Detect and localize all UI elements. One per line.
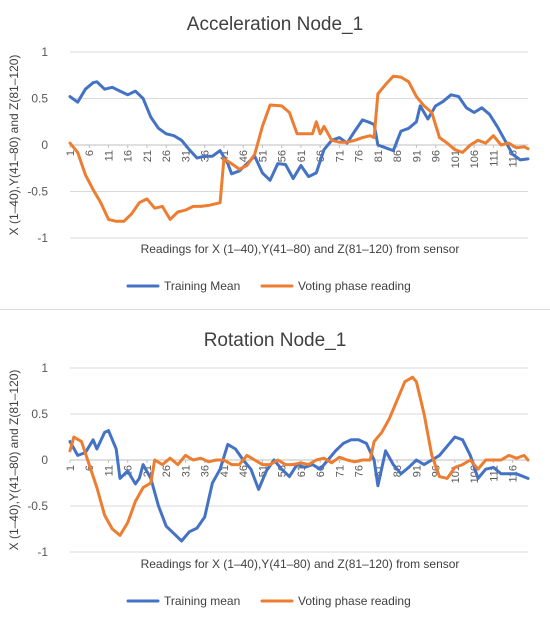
y-tick-label: 0.5 xyxy=(31,407,48,421)
series-line-1 xyxy=(68,74,530,223)
x-tick-label: 26 xyxy=(161,465,173,477)
x-tick-label: 56 xyxy=(277,150,289,162)
y-tick-label: 0.5 xyxy=(31,92,48,106)
x-tick-label: 86 xyxy=(392,150,404,162)
x-tick-label: 116 xyxy=(508,150,520,168)
x-tick-label: 46 xyxy=(238,150,250,162)
x-tick-label: 91 xyxy=(411,465,423,477)
x-tick-label: 101 xyxy=(450,150,462,168)
chart-title: Rotation Node_1 xyxy=(204,330,347,351)
y-axis-label: X (1–40),Y(41–80) and Z(81–120) xyxy=(7,370,21,551)
x-tick-label: 1 xyxy=(65,465,77,471)
series-line-0 xyxy=(68,429,530,543)
y-tick-label: -0.5 xyxy=(27,499,48,513)
y-tick-label: -0.5 xyxy=(27,185,48,199)
x-tick-label: 76 xyxy=(354,150,366,162)
chart-divider xyxy=(0,309,550,310)
legend-label-0: Training mean xyxy=(164,594,240,608)
series-line-1 xyxy=(68,375,530,537)
y-tick-label: -1 xyxy=(37,231,48,245)
series-line-0 xyxy=(68,80,530,182)
x-axis-label: Readings for X (1–40),Y(41–80) and Z(81–… xyxy=(141,242,460,256)
rotation-chart: 1 0.5 0 -0.5 -1 1 6 11 16 21 26 31 36 41 46 51 56 61 66 71 7… xyxy=(0,312,550,621)
y-tick-label: 0 xyxy=(41,138,48,152)
y-tick-label: -1 xyxy=(37,545,48,559)
y-tick-label: 1 xyxy=(41,45,48,59)
x-tick-label: 31 xyxy=(180,150,192,162)
legend-label-1: Voting phase reading xyxy=(298,279,411,293)
acceleration-chart-svg: 10.50-0.5-11 6 11 16 21 26 31 36 41 46 51 56 61 66 71 7… xyxy=(7,14,530,293)
x-tick-label: 81 xyxy=(373,150,385,162)
chart-title: Acceleration Node_1 xyxy=(187,14,363,35)
x-tick-label: 71 xyxy=(334,150,346,162)
acceleration-chart: 1 0.5 0 -0.5 -1 1 6 11 16 21 26 31 36 41 46 51 56 61 66 71 7… xyxy=(0,0,550,308)
y-tick-label: 0 xyxy=(41,453,48,467)
x-tick-label: 11 xyxy=(103,465,115,476)
x-tick-label: 96 xyxy=(431,150,443,162)
x-tick-label: 16 xyxy=(123,150,135,162)
y-tick-label: 1 xyxy=(41,361,48,375)
legend-label-1: Voting phase reading xyxy=(298,594,411,608)
x-tick-label: 1 xyxy=(65,150,77,156)
x-tick-label: 26 xyxy=(161,150,173,162)
x-axis-label: Readings for X (1–40),Y(41–80) and Z(81–… xyxy=(141,557,460,571)
x-tick-label: 31 xyxy=(180,465,192,477)
legend-label-0: Training Mean xyxy=(164,279,240,293)
rotation-chart-svg: 10.50-0.5-11 6 11 16 21 26 31 36 41 46 51 56 61 66 71 7… xyxy=(7,330,530,608)
x-tick-label: 36 xyxy=(200,465,212,477)
x-tick-label: 11 xyxy=(103,150,115,161)
y-axis-label: X (1–40),Y(41–80) and Z(81–120) xyxy=(7,55,21,236)
x-tick-label: 111 xyxy=(488,150,500,167)
x-tick-label: 91 xyxy=(411,150,423,162)
x-tick-label: 71 xyxy=(334,465,346,477)
x-tick-label: 46 xyxy=(238,465,250,477)
x-tick-label: 51 xyxy=(257,150,269,162)
x-tick-label: 106 xyxy=(469,150,481,168)
x-tick-label: 6 xyxy=(84,150,96,156)
x-tick-label: 21 xyxy=(142,150,154,162)
x-tick-label: 76 xyxy=(354,465,366,477)
x-tick-label: 61 xyxy=(296,150,308,162)
